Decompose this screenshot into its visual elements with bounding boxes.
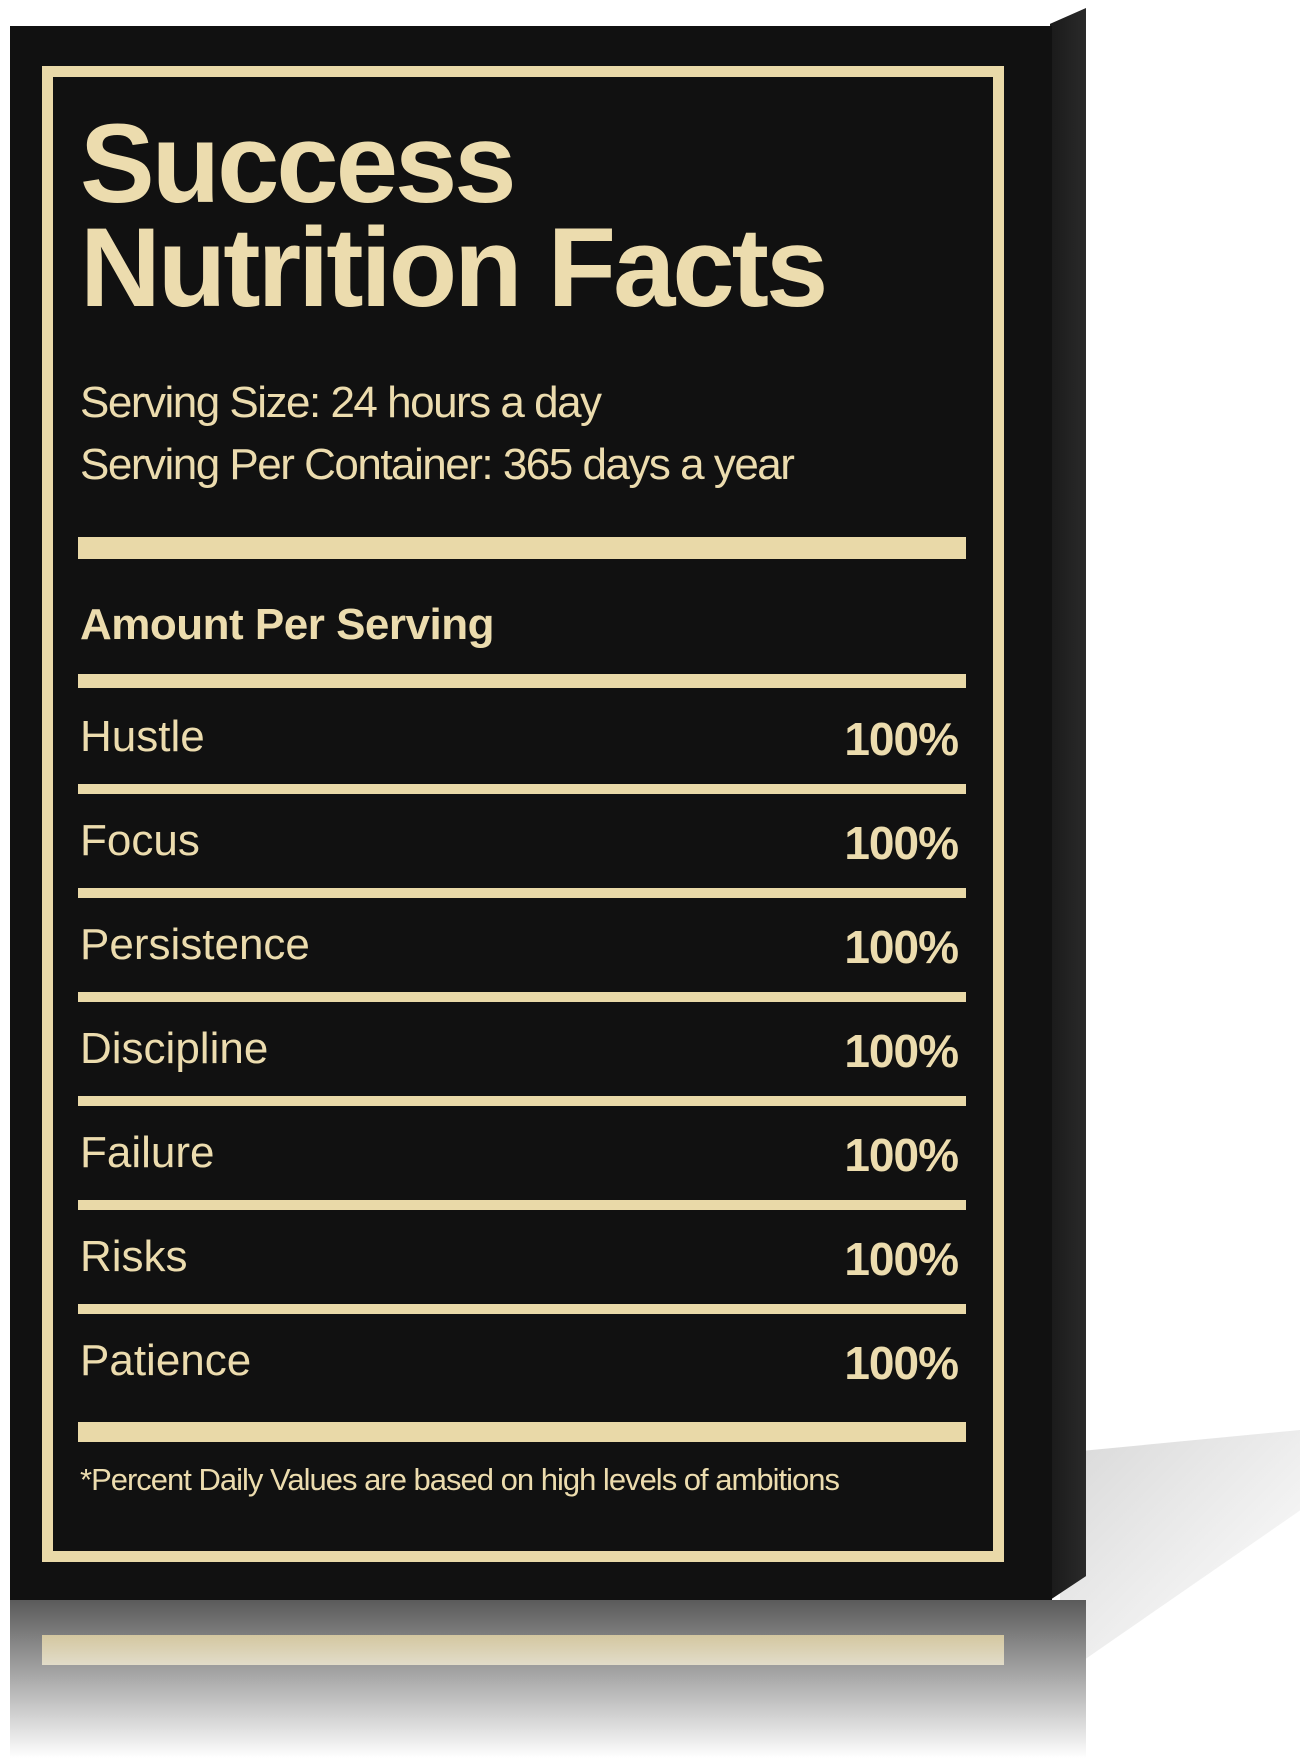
divider [78, 992, 966, 1002]
servings-per-container: Serving Per Container: 365 days a year [80, 440, 795, 489]
title-line-1: Success [80, 101, 517, 226]
nutrient-value: 100% [844, 713, 959, 765]
divider [78, 674, 966, 688]
poster-title: Success Nutrition Facts [80, 101, 828, 330]
nutrient-value: 100% [844, 1233, 959, 1285]
divider-thick [78, 1422, 966, 1442]
nutrient-value: 100% [844, 1337, 959, 1389]
nutrient-label: Discipline [80, 1024, 269, 1073]
divider [78, 1304, 966, 1314]
footnote: *Percent Daily Values are based on high … [80, 1462, 840, 1497]
nutrient-row: Patience 100% [80, 1336, 959, 1390]
reflection [10, 1600, 1086, 1758]
serving-size: Serving Size: 24 hours a day [80, 378, 602, 427]
nutrient-label: Focus [80, 816, 200, 865]
amount-per-serving: Amount Per Serving [80, 600, 494, 649]
nutrient-label: Risks [80, 1232, 188, 1281]
nutrient-label: Failure [80, 1128, 215, 1177]
nutrient-label: Hustle [80, 712, 205, 761]
divider [78, 784, 966, 794]
divider [78, 888, 966, 898]
gold-frame [42, 66, 1004, 1562]
nutrient-label: Persistence [80, 920, 310, 969]
nutrient-value: 100% [844, 1025, 959, 1077]
nutrient-row: Discipline 100% [80, 1024, 959, 1078]
divider [78, 1200, 966, 1210]
divider-thick [78, 537, 966, 559]
title-line-2: Nutrition Facts [80, 205, 828, 330]
nutrient-row: Risks 100% [80, 1232, 959, 1286]
nutrient-value: 100% [844, 921, 959, 973]
nutrient-row: Failure 100% [80, 1128, 959, 1182]
nutrient-value: 100% [844, 1129, 959, 1181]
drop-shadow [1060, 1430, 1300, 1660]
nutrient-value: 100% [844, 817, 959, 869]
nutrient-row: Focus 100% [80, 816, 959, 870]
canvas-print [10, 26, 1052, 1600]
canvas-side-edge [1050, 8, 1086, 1600]
nutrient-row: Hustle 100% [80, 712, 959, 766]
nutrient-label: Patience [80, 1336, 252, 1385]
nutrient-row: Persistence 100% [80, 920, 959, 974]
divider [78, 1096, 966, 1106]
